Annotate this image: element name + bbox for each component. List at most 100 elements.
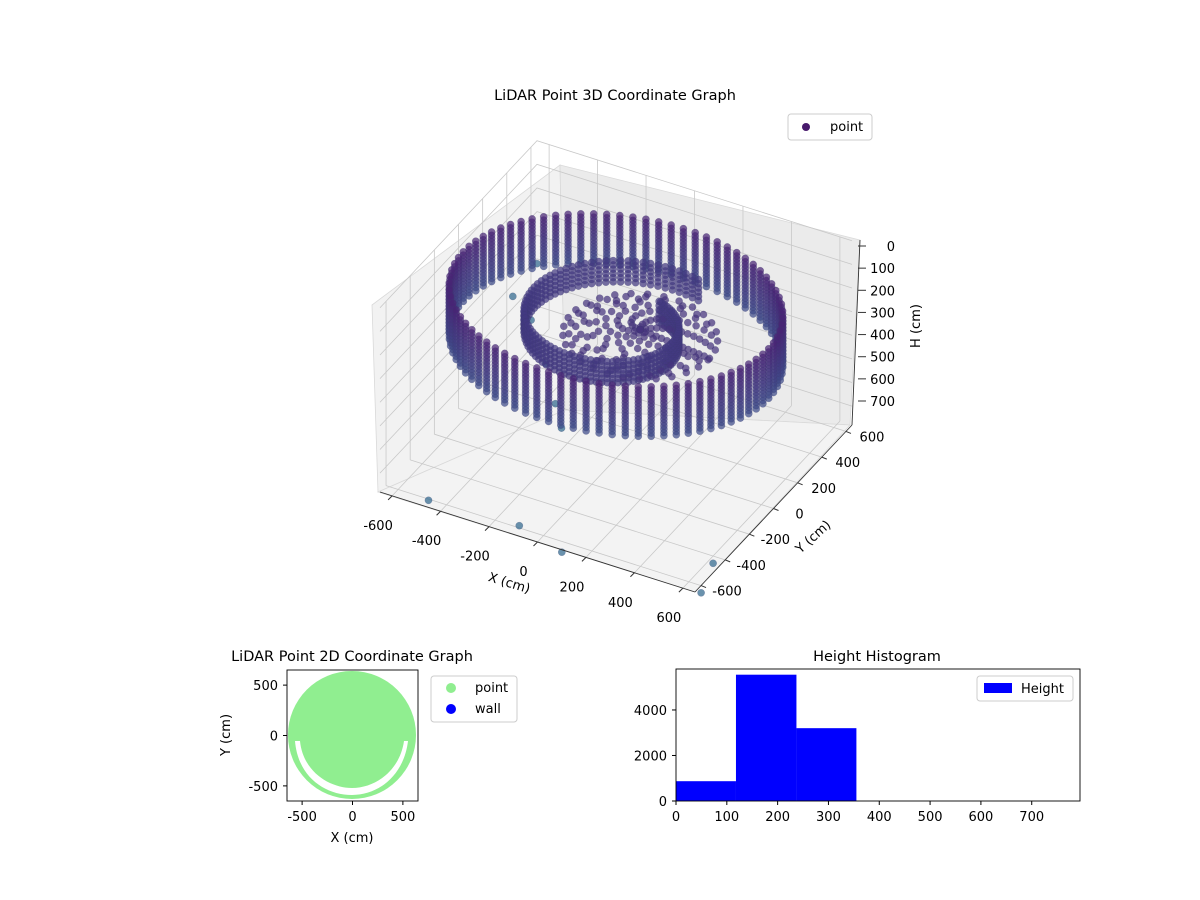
plot3d-point <box>626 339 635 348</box>
histogram: Height Histogram 0 100 200 300 400 500 600 7000… <box>634 649 1081 825</box>
plot3d-y-tick-label: 200 <box>811 482 836 497</box>
plot3d-point <box>618 345 626 353</box>
plot3d-point <box>576 209 585 218</box>
plot3d-point <box>639 258 648 267</box>
plot3d-x-ticks: -600 -400 -200 0 200 400 600 <box>363 495 684 626</box>
plot3d-point <box>741 254 750 263</box>
plot3d-y-tick <box>749 533 755 537</box>
plot3d-point <box>709 559 717 568</box>
plot3d-point <box>539 212 548 221</box>
plot3d-point <box>459 247 468 256</box>
plot3d-point <box>585 319 593 328</box>
plot3d-point <box>496 224 505 232</box>
plot3d-point <box>696 377 704 386</box>
histogram-y-tick-label: 2000 <box>634 749 667 764</box>
plot3d-point <box>707 331 716 339</box>
plot2d-ticks: -500 0 500 500 0 -500 <box>248 679 415 825</box>
plot3d-point <box>603 334 611 343</box>
plot3d-point <box>744 360 753 368</box>
plot3d-z-tick-label: 0 <box>887 240 895 255</box>
plot3d-point <box>595 379 603 388</box>
plot3d-point <box>564 210 572 219</box>
plot3d-point <box>711 346 720 354</box>
plot3d-point <box>450 259 459 268</box>
histogram-x-tick-label: 100 <box>714 810 739 825</box>
plot3d-point <box>775 293 783 302</box>
plot2d-x-tick-label: -500 <box>287 810 317 825</box>
plot3d-y-tick-label: -600 <box>712 585 742 600</box>
plot3d-point <box>767 279 776 288</box>
plot2d-x-tick-label: 500 <box>390 810 415 825</box>
histogram-legend-swatch <box>984 683 1012 693</box>
plot3d-point <box>631 303 639 312</box>
histogram-legend-frame <box>976 675 1074 702</box>
plot3d-point <box>682 269 690 278</box>
plot3d-point <box>764 344 773 353</box>
plot3d-point <box>692 321 700 330</box>
plot3d-y-tick <box>700 585 707 589</box>
plot3d-point <box>776 326 785 335</box>
plot3d-point <box>454 253 463 262</box>
plot3d-point <box>589 209 598 218</box>
plot3d-y-label: Y (cm) <box>792 518 834 558</box>
plot3d-point <box>564 329 573 338</box>
plot2d-point-disc <box>288 671 416 799</box>
plot3d-point <box>602 210 611 219</box>
plot3d-point <box>592 317 601 326</box>
plot3d-point <box>568 340 576 349</box>
plot3d-point <box>646 307 654 316</box>
plot3d-point <box>615 211 624 220</box>
histogram-x-tick-label: 500 <box>918 810 943 825</box>
plot2d-x-tick-label: 0 <box>348 810 356 825</box>
plot3d-point <box>713 337 722 345</box>
plot3d-point <box>668 264 677 273</box>
plot3d-y-tick <box>725 559 731 563</box>
plot3d-point <box>598 308 606 316</box>
plot3d-point <box>700 326 708 334</box>
plot3d-point <box>691 314 700 323</box>
plot3d-y-tick <box>821 456 827 460</box>
plot3d-point <box>602 321 610 330</box>
plot3d-point <box>595 294 604 303</box>
plot3d-gridline-z <box>379 163 853 332</box>
plot3d-point <box>635 375 644 383</box>
plot3d-point <box>500 349 509 358</box>
plot2d-y-label: Y (cm) <box>219 714 234 757</box>
plot3d-z-tick-label: 500 <box>870 351 895 366</box>
plot3d-point <box>688 303 697 311</box>
plot3d-z-label: H (cm) <box>909 304 924 348</box>
plot3d-x-tick-label: 600 <box>656 611 681 626</box>
histogram-legend: Height <box>976 675 1074 702</box>
plot3d-point <box>723 243 732 251</box>
histogram-x-tick-label: 300 <box>816 810 841 825</box>
histogram-bar <box>796 728 857 801</box>
plot3d-point <box>679 310 688 318</box>
plot3d-y-tick <box>845 430 852 434</box>
plot3d-point <box>515 521 524 530</box>
plot3d-point <box>641 292 650 301</box>
plot2d: LiDAR Point 2D Coordinate Graph -500 0 500… <box>219 649 518 846</box>
plot3d-point <box>594 327 603 336</box>
plot3d-point <box>594 257 603 266</box>
plot3d-point <box>467 325 476 334</box>
plot3d-x-tick-label: -200 <box>460 550 490 565</box>
plot3d-z-tick-label: 600 <box>870 373 895 388</box>
plot3d-x-tick <box>436 510 441 516</box>
histogram-bar <box>676 781 736 801</box>
plot3d-point <box>487 228 496 236</box>
plot2d-legend-point-label: point <box>475 681 508 696</box>
plot3d-point <box>667 221 676 229</box>
plot3d-point <box>695 335 704 343</box>
plot3d-point <box>697 588 705 597</box>
plot3d-point <box>635 337 644 345</box>
plot3d-point <box>474 332 483 340</box>
plot3d-point <box>771 286 780 295</box>
plot3d-point <box>777 300 786 308</box>
plot3d-point <box>424 496 433 505</box>
plot2d-plot-area <box>288 671 416 799</box>
plot3d-point <box>614 331 622 340</box>
plot2d-title: LiDAR Point 2D Coordinate Graph <box>231 649 473 665</box>
plot3d-point <box>654 261 662 269</box>
